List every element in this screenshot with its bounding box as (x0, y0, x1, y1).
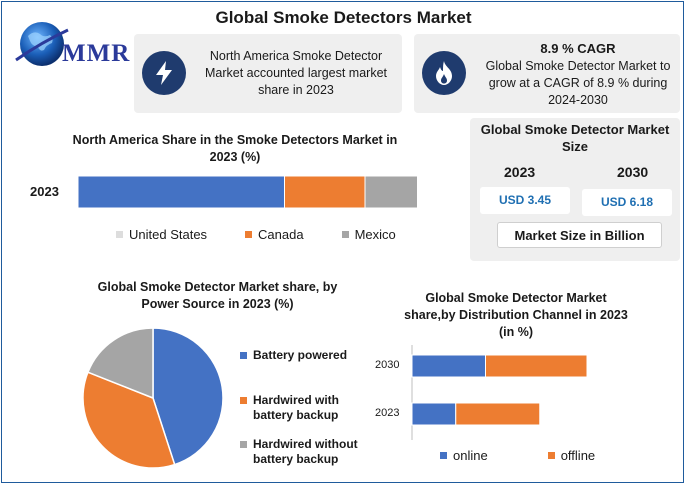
dist-category-2030: 2030 (375, 359, 400, 371)
dist-bar-online-2030 (411, 354, 486, 378)
market-size-value-2023: USD 3.45 (480, 187, 570, 214)
pie-swatch-hardwired-without (240, 441, 247, 448)
pie-legend-hardwired-without: Hardwired without battery backup (240, 437, 365, 467)
north-america-card: North America Smoke Detector Market acco… (134, 34, 402, 113)
distribution-chart-title: Global Smoke Detector Market share,by Di… (404, 291, 628, 339)
legend-swatch-canada (245, 231, 253, 238)
power-source-pie (82, 327, 224, 469)
legend-offline: offline (547, 448, 596, 463)
pie-label-hardwired-with: Hardwired with battery backup (253, 393, 340, 422)
dist-bar-offline-2023 (455, 402, 541, 426)
legend-online: online (440, 448, 488, 463)
globe-icon (15, 22, 69, 66)
pie-slice-hardwired-with (82, 371, 176, 469)
dist-category-2023: 2023 (375, 407, 400, 419)
cagr-text: Global Smoke Detector Market to grow at … (485, 59, 671, 107)
market-size-year-2023: 2023 (504, 164, 536, 180)
pie-label-battery: Battery powered (253, 348, 348, 362)
pie-slice-hardwired-without (86, 327, 154, 400)
market-size-title: Global Smoke Detector Market Size (480, 122, 670, 154)
legend-swatch-offline (547, 452, 555, 459)
legend-canada: Canada (245, 227, 304, 242)
pie-label-hardwired-without: Hardwired without battery backup (253, 437, 358, 466)
legend-label-united-states: United States (129, 227, 208, 242)
pie-legend-battery: Battery powered (240, 348, 347, 363)
market-size-year-2030: 2030 (617, 164, 649, 180)
legend-label-offline: offline (560, 448, 596, 463)
legend-label-online: online (453, 448, 488, 463)
bolt-icon (142, 51, 186, 95)
distribution-chart (411, 345, 588, 440)
legend-united-states: United States (116, 227, 207, 242)
cagr-heading: 8.9 % CAGR (540, 41, 616, 56)
na-legend: United States Canada Mexico (116, 227, 396, 242)
dist-bar-online-2023 (411, 402, 457, 426)
market-size-footer: Market Size in Billion (497, 222, 662, 248)
legend-label-canada: Canada (258, 227, 304, 242)
cagr-card: 8.9 % CAGR Global Smoke Detector Market … (414, 34, 680, 113)
pie-swatch-battery (240, 352, 247, 359)
na-category-label: 2023 (30, 184, 59, 199)
pie-chart-title: Global Smoke Detector Market share, by P… (97, 280, 338, 311)
na-bar-mexico (364, 175, 418, 209)
flame-icon (422, 51, 466, 95)
market-size-panel: Global Smoke Detector Market Size 2023 2… (470, 118, 680, 261)
dist-bar-offline-2030 (485, 354, 588, 378)
legend-swatch-mexico (341, 231, 349, 238)
na-chart-title: North America Share in the Smoke Detecto… (72, 133, 398, 164)
pie-slice-battery (152, 327, 224, 466)
na-bar-canada (284, 175, 366, 209)
distribution-legend: online offline (440, 448, 595, 463)
page-title: Global Smoke Detectors Market (215, 8, 472, 27)
legend-swatch-online (440, 452, 447, 459)
logo: MMR (6, 18, 136, 78)
north-america-text: North America Smoke Detector Market acco… (204, 49, 388, 97)
legend-mexico: Mexico (341, 227, 396, 242)
na-bar-united-states (77, 175, 285, 209)
market-size-value-2030: USD 6.18 (582, 189, 672, 216)
legend-swatch-united-states (116, 231, 123, 238)
legend-label-mexico: Mexico (354, 227, 396, 242)
pie-legend-hardwired-with: Hardwired with battery backup (240, 393, 350, 423)
pie-swatch-hardwired-with (240, 397, 247, 404)
logo-text: MMR (62, 40, 131, 67)
na-share-chart (77, 175, 418, 209)
